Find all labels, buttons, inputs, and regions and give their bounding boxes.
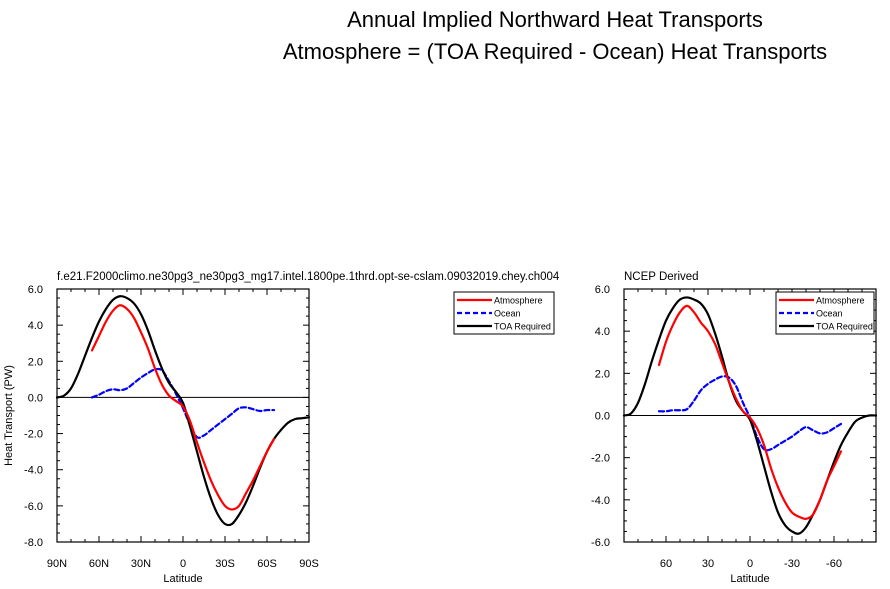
series-line-atmosphere	[90, 304, 276, 511]
chart-panel-1: f.e21.F2000climo.ne30pg3_ne30pg3_mg17.in…	[3, 271, 560, 585]
y-tick-label: 4.0	[595, 326, 610, 338]
x-tick-label: 60N	[89, 558, 109, 570]
figure-title: Annual Implied Northward Heat Transports…	[230, 4, 880, 68]
legend-label: Atmosphere	[816, 296, 865, 306]
legend-label: TOA Required	[494, 322, 551, 332]
y-tick-label: -2.0	[24, 429, 43, 441]
y-tick-label: 2.0	[595, 368, 610, 380]
x-tick-label: 90S	[299, 558, 319, 570]
y-tick-label: -4.0	[591, 495, 610, 507]
y-tick-label: -6.0	[591, 537, 610, 549]
legend-label: TOA Required	[816, 322, 873, 332]
chart-title: f.e21.F2000climo.ne30pg3_ne30pg3_mg17.in…	[57, 271, 560, 283]
y-tick-label: 2.0	[28, 356, 43, 368]
legend-label: Ocean	[816, 309, 843, 319]
y-tick-label: -2.0	[591, 453, 610, 465]
x-tick-label: 90N	[47, 558, 67, 570]
legend-label: Ocean	[494, 309, 521, 319]
x-axis-label: Latitude	[163, 573, 202, 585]
y-tick-label: 0.0	[28, 392, 43, 404]
x-tick-label: 0	[747, 558, 753, 570]
y-tick-label: 0.0	[595, 411, 610, 423]
x-tick-label: 60	[660, 558, 672, 570]
figure-title-line-2: Atmosphere = (TOA Required - Ocean) Heat…	[282, 39, 828, 64]
chart-panel-2: NCEP Derived -6.0 -4.0 -2.0 0.0 2.0 4.0 6.0 60 30…	[591, 271, 878, 585]
x-axis-label: Latitude	[730, 573, 769, 585]
y-tick-label: -6.0	[24, 501, 43, 513]
series-line-atmosphere	[657, 304, 843, 520]
y-tick-label: 6.0	[595, 284, 610, 296]
x-tick-label: 30S	[215, 558, 235, 570]
plot-frame	[56, 288, 310, 543]
chart-title: NCEP Derived	[624, 271, 699, 283]
series-line-toa-required	[622, 296, 878, 535]
x-tick-label: -60	[826, 558, 842, 570]
x-tick-label: 30	[702, 558, 714, 570]
x-tick-label: -30	[784, 558, 800, 570]
x-tick-label: 0	[180, 558, 186, 570]
y-tick-label: -8.0	[24, 537, 43, 549]
legend: Atmosphere Ocean TOA Required	[453, 291, 555, 335]
y-tick-label: -4.0	[24, 465, 43, 477]
legend: Atmosphere Ocean TOA Required	[775, 291, 875, 335]
x-tick-label: 60S	[257, 558, 277, 570]
y-tick-label: 6.0	[28, 284, 43, 296]
y-tick-label: 4.0	[28, 320, 43, 332]
series-line-ocean	[657, 375, 843, 452]
figure-title-line-1: Annual Implied Northward Heat Transports	[347, 7, 763, 32]
legend-label: Atmosphere	[494, 296, 543, 306]
y-axis-label: Heat Transport (PW)	[3, 365, 15, 466]
x-tick-label: 30N	[131, 558, 151, 570]
